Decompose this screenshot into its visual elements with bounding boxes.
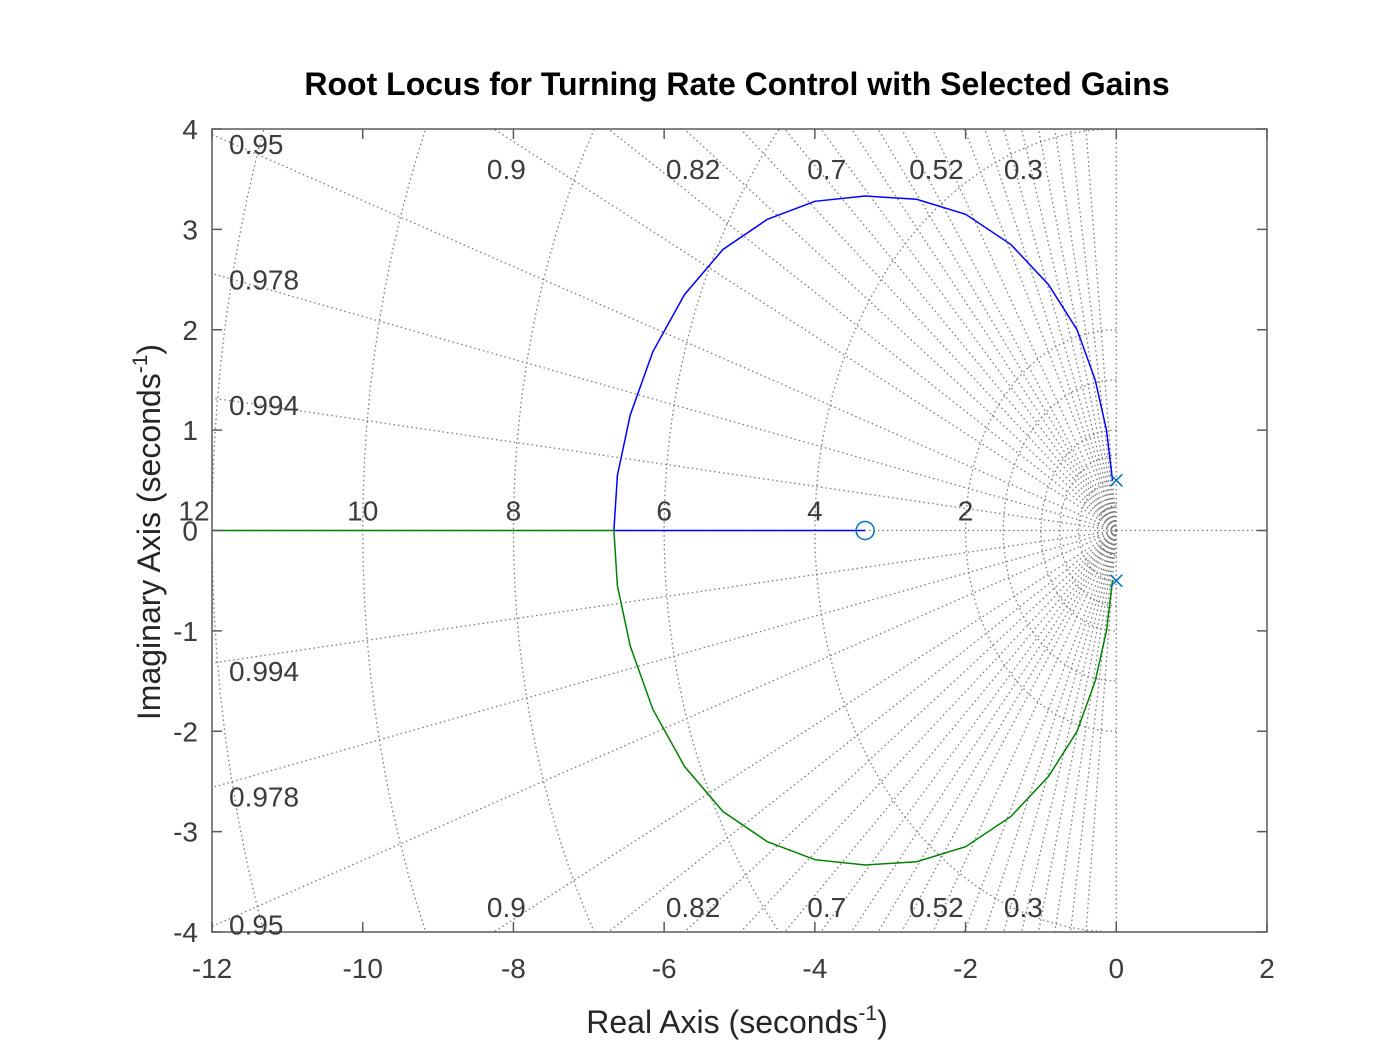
damping-label-bottom: 0.82 [666,892,721,923]
damping-grid [212,129,1267,932]
locus-branches [212,195,1114,866]
damping-label-top: 0.7 [807,154,846,185]
x-tick-label: -10 [342,953,382,984]
damping-ray [1085,129,1117,531]
damping-ray [1037,129,1117,531]
locus-branch-2 [212,529,1114,866]
pole-stroke [1109,574,1123,588]
wn-arc [1096,504,1117,557]
wn-arc [1040,429,1117,632]
x-tick-label: 0 [1108,953,1124,984]
x-tick-label: -12 [192,953,232,984]
y-axis-label: Imaginary Axis (seconds-1) [129,344,167,720]
damping-label-left-bottom: 0.978 [229,781,299,812]
damping-ray [212,272,1117,532]
damping-label-left-bottom: 0.994 [229,656,299,687]
chart-title: Root Locus for Turning Rate Control with… [304,66,1169,102]
x-tick-label: -8 [501,953,526,984]
x-axis-label-base: Real Axis (seconds [586,1004,858,1040]
wn-arc [1077,479,1117,582]
wn-label: 2 [958,496,974,527]
damping-ray [607,129,1117,532]
wn-label: 10 [347,496,378,527]
x-axis-label: Real Axis (seconds-1) [586,1002,887,1040]
damping-label-top: 0.82 [666,154,721,185]
x-tick-label: -6 [652,953,677,984]
damping-label-top: 0.9 [487,154,526,185]
x-axis-label-exponent: -1 [858,1002,877,1025]
y-tick-label: 3 [182,214,198,245]
damping-ray [212,529,1117,664]
x-tick-label: 2 [1259,953,1275,984]
y-tick-label: 1 [182,415,198,446]
pole-marker [1109,574,1123,588]
damping-label-left-top: 0.95 [229,129,284,160]
damping-ray [607,529,1117,932]
y-tick-label: 2 [182,315,198,346]
wn-arc [1002,379,1117,682]
damping-label-left-top: 0.994 [229,390,299,421]
wn-label: 8 [506,496,522,527]
x-tick-label: -2 [953,953,978,984]
wn-label: 12 [178,496,209,527]
damping-label-bottom: 0.52 [909,892,964,923]
damping-ray [1037,530,1117,932]
y-tick-label: 0 [182,516,198,547]
damping-label-bottom: 0.9 [487,892,526,923]
damping-label-top: 0.52 [909,154,964,185]
y-axis-label-base: Imaginary Axis (seconds [131,373,167,720]
grid-labels: 0.3 0.3 0.52 0.52 0.7 0.7 0.82 0.82 0.9 0.9 0.95 0.… [178,129,1042,940]
damping-label-left-top: 0.978 [229,265,299,296]
wn-arc [1059,454,1117,607]
damping-label-top: 0.3 [1004,154,1043,185]
damping-ray [212,397,1117,532]
y-tick-label: -1 [173,616,198,647]
x-axis-label-close: ) [877,1004,888,1040]
damping-label-bottom: 0.3 [1004,892,1043,923]
y-tick-label: 4 [182,114,198,145]
y-axis-label-exponent: -1 [129,355,152,374]
pole-marker [1109,473,1123,487]
wn-label: 4 [807,496,823,527]
damping-ray [212,529,1117,789]
pole-stroke [1109,473,1123,487]
wn-label: 6 [656,496,672,527]
damping-label-bottom: 0.7 [807,892,846,923]
y-axis-label-close: ) [131,344,167,355]
pole-zero-markers [855,473,1123,588]
locus-branch-1 [613,195,1114,532]
x-tick-label: -4 [802,953,827,984]
y-tick-label: -3 [173,817,198,848]
y-tick-label: -2 [173,716,198,747]
damping-label-left-bottom: 0.95 [229,909,284,940]
damping-ray [1085,530,1117,932]
y-tick-label: -4 [173,917,198,948]
wn-arc [964,329,1117,732]
zero-marker [855,520,875,541]
